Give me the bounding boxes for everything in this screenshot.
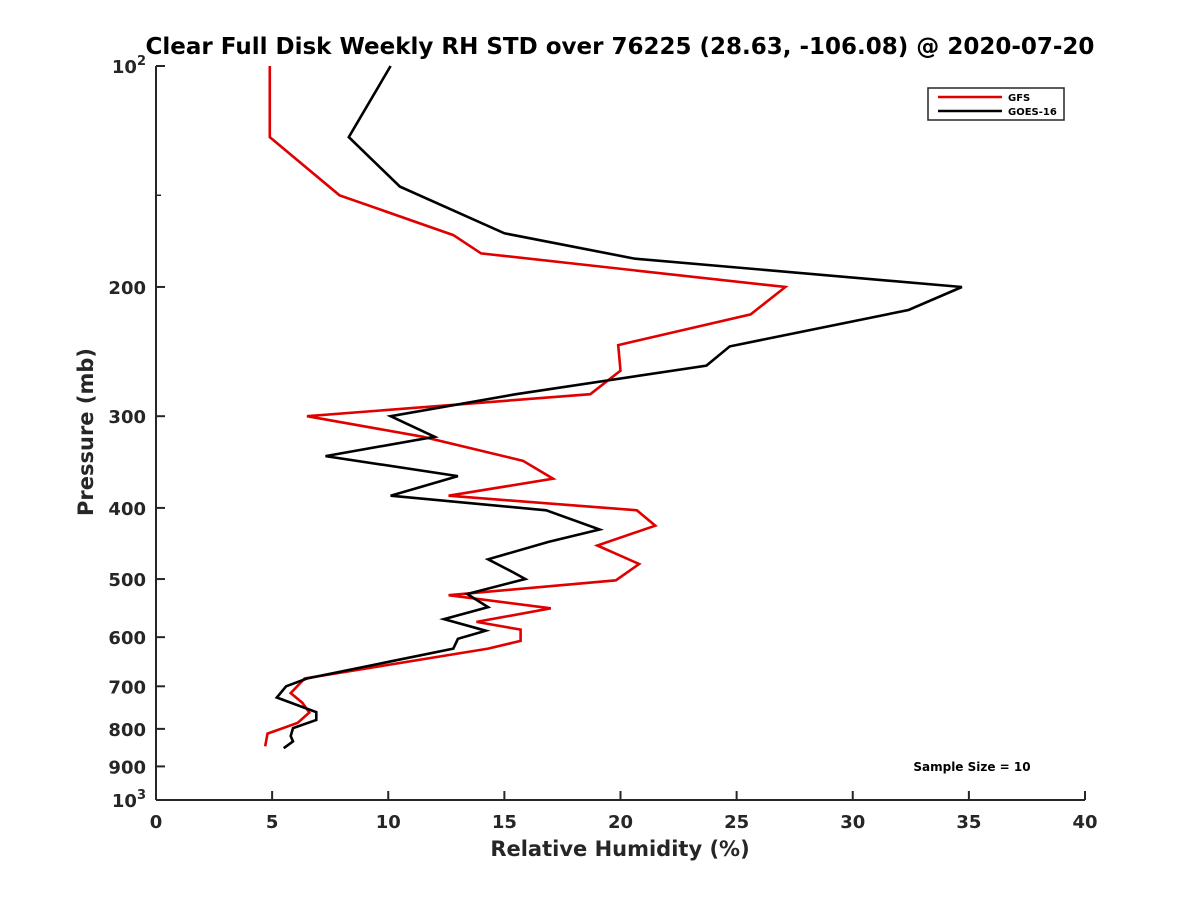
legend-label: GOES-16	[1008, 107, 1057, 118]
y-axis-label: Pressure (mb)	[74, 348, 98, 516]
x-tick-label: 30	[840, 812, 865, 833]
y-tick-label: 103	[112, 788, 146, 812]
y-tick-label: 800	[108, 720, 146, 741]
y-tick-label: 500	[108, 570, 146, 591]
x-axis-label: Relative Humidity (%)	[490, 837, 749, 861]
axes-layer: 0 5 10 15 20 25 30 35 40 102 200 300 400 500 600 700 800…	[108, 54, 1097, 833]
series-line-goes-16	[274, 65, 963, 750]
x-tick-label: 15	[492, 812, 517, 833]
y-tick-label: 900	[108, 757, 146, 778]
x-tick-label: 5	[266, 812, 279, 833]
x-tick-label: 10	[376, 812, 401, 833]
x-tick-label: 40	[1072, 812, 1097, 833]
y-tick-label: 700	[108, 677, 146, 698]
y-tick-label: 400	[108, 499, 146, 520]
y-tick-label: 600	[108, 628, 146, 649]
legend-label: GFS	[1008, 93, 1030, 104]
legend-box	[927, 87, 1065, 121]
x-tick-label: 35	[956, 812, 981, 833]
y-tick-label: 200	[108, 278, 146, 299]
x-tick-label: 0	[150, 812, 163, 833]
y-tick-label: 300	[108, 407, 146, 428]
series-line-gfs	[263, 66, 789, 747]
y-tick-label: 102	[112, 54, 146, 78]
x-tick-label: 25	[724, 812, 749, 833]
series-layer	[263, 65, 963, 750]
x-tick-label: 20	[608, 812, 633, 833]
chart-title: Clear Full Disk Weekly RH STD over 76225…	[146, 34, 1095, 60]
legend: GFS GOES-16	[927, 87, 1065, 121]
sample-size-annotation: Sample Size = 10	[913, 760, 1030, 774]
